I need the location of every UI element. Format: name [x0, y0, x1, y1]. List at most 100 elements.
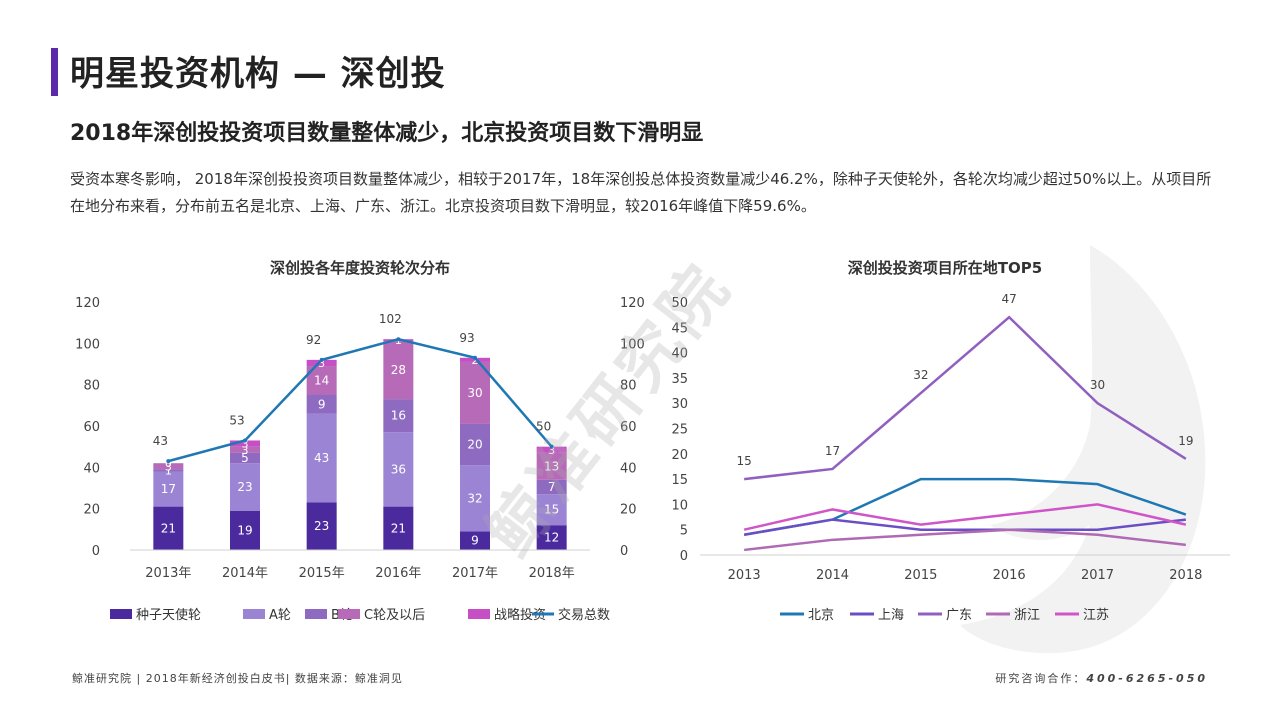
bar-data-label: 9 [318, 397, 326, 411]
total-point [549, 444, 554, 449]
total-point [473, 355, 477, 360]
total-point [319, 357, 324, 362]
y-tick-label: 30 [671, 397, 688, 412]
bar-segment [306, 413, 337, 503]
legend-label: 交易总数 [558, 607, 610, 623]
bar-data-label: 28 [391, 363, 406, 377]
y-tick-label: 15 [671, 473, 688, 488]
page-subtitle: 2018年深创投投资项目数量整体减少，北京投资项目数下滑明显 [70, 121, 704, 146]
bar-data-label: 23 [314, 519, 329, 533]
legend-label: A轮 [269, 608, 291, 623]
bar-data-label: 2 [472, 354, 479, 367]
x-tick-label: 2015 [904, 568, 937, 583]
legend-swatch [243, 609, 265, 619]
bar-data-label: 7 [548, 480, 556, 494]
series-data-label: 47 [1002, 292, 1017, 306]
bar-segment [460, 465, 490, 532]
bar-data-label: 1 [165, 464, 172, 477]
bar-segment [306, 502, 337, 550]
bar-data-label: 32 [467, 491, 482, 505]
series-data-label: 17 [825, 444, 840, 458]
footer-contact-label: 研究咨询合作： [995, 672, 1087, 685]
legend-label: 上海 [878, 608, 904, 623]
total-point [166, 459, 171, 464]
bar-segment [383, 399, 414, 433]
series-line [743, 503, 1187, 531]
x-tick-label: 2013 [728, 568, 761, 583]
series-data-label: 30 [1090, 378, 1105, 392]
total-data-label: 43 [153, 434, 168, 448]
bar-segment [153, 471, 184, 507]
bar-segment [306, 359, 337, 367]
bar-segment [383, 506, 414, 550]
chart-title: 深创投各年度投资轮次分布 [269, 259, 450, 277]
total-data-label: 53 [229, 413, 244, 427]
legend-label: 江苏 [1083, 607, 1109, 623]
legend-label: 广东 [946, 608, 972, 623]
x-tick-label: 2017 [1081, 568, 1114, 583]
x-tick-label: 2014 [816, 568, 849, 583]
bar-data-label: 3 [242, 444, 249, 457]
y2-tick-label: 0 [620, 544, 628, 559]
total-line [168, 337, 553, 463]
chart-title: 深创投投资项目所在地TOP5 [847, 259, 1043, 277]
bar-segment [460, 357, 490, 362]
legend-label: 浙江 [1014, 608, 1040, 623]
bar-data-label: 23 [237, 480, 252, 494]
x-tick-label: 2013年 [145, 566, 191, 581]
legend-label: 战略投资 [494, 607, 546, 623]
bar-segment [536, 452, 567, 480]
legend-label: 种子天使轮 [136, 607, 201, 623]
bar-data-label: 0 [165, 457, 172, 470]
y-tick-label: 50 [671, 296, 688, 311]
bar-data-label: 3 [242, 438, 249, 451]
summary-paragraph: 受资本寒冬影响， 2018年深创投投资项目数量整体减少，相较于2017年，18年… [70, 170, 1212, 215]
y-tick-label: 40 [671, 347, 688, 362]
legend-swatch [110, 609, 132, 619]
bar-data-label: 3 [165, 460, 172, 473]
line-chart: 0 5 10 15 20 25 30 35 40 45 50 2013 2014 2015 2016 2017… [671, 292, 1230, 623]
bar-data-label: 20 [467, 438, 482, 452]
total-data-label: 92 [306, 333, 321, 347]
y-tick-label: 25 [671, 423, 688, 438]
bar-segment [536, 479, 567, 495]
x-tick-label: 2018 [1169, 568, 1202, 583]
footer-contact: 研究咨询合作：400-6265-050 [995, 670, 1208, 686]
legend-swatch [338, 609, 360, 619]
bar-data-label: 43 [314, 451, 329, 465]
series-line [744, 315, 1187, 481]
series-data-label: 19 [1178, 434, 1193, 448]
y2-tick-label: 120 [620, 296, 645, 311]
y-tick-label: 120 [75, 296, 100, 311]
y2-tick-label: 40 [620, 461, 637, 476]
legend-swatch [305, 609, 327, 619]
bar-data-label: 5 [241, 451, 249, 465]
bar-segment [230, 452, 260, 464]
y-tick-label: 5 [680, 524, 688, 539]
bar-segment [153, 469, 184, 472]
x-tick-label: 2014年 [222, 566, 268, 581]
x-tick-label: 2017年 [452, 566, 498, 581]
bar-segment [153, 463, 184, 470]
bar-segment [230, 510, 260, 550]
total-point [396, 337, 401, 342]
bar-segment [306, 395, 337, 414]
series-line [744, 528, 1186, 552]
y-tick-label: 100 [75, 337, 100, 352]
bar-data-label: 14 [314, 374, 329, 388]
y-tick-label: 45 [671, 321, 688, 336]
total-point [243, 438, 247, 443]
bar-segment [230, 463, 260, 511]
series-data-label: 15 [737, 454, 752, 468]
bar-segment [536, 494, 567, 526]
y-tick-label: 80 [83, 379, 100, 394]
y-tick-label: 20 [83, 503, 100, 518]
legend-label: C轮及以后 [364, 608, 425, 623]
x-tick-label: 2015年 [299, 566, 345, 581]
y-tick-label: 40 [83, 461, 100, 476]
bar-segment [460, 361, 490, 424]
x-tick-label: 2016 [993, 568, 1026, 583]
stacked-bar-chart: 0204060801001200204060801001202117130201… [75, 296, 645, 623]
total-data-label: 93 [459, 331, 474, 345]
bar-data-label: 30 [467, 386, 482, 400]
